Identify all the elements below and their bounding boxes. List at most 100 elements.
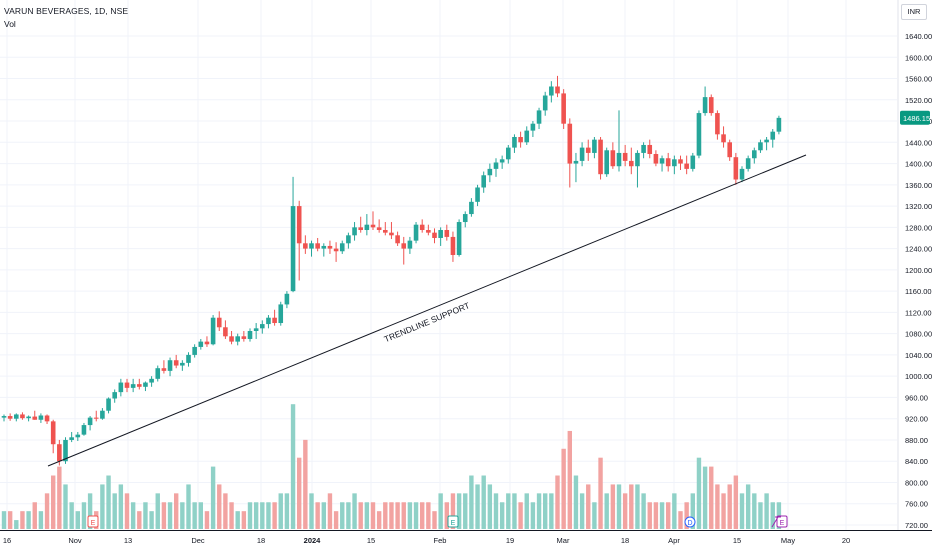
volume-bar bbox=[635, 484, 640, 529]
candle-body bbox=[739, 168, 745, 180]
candle-body bbox=[469, 201, 474, 215]
candle-body bbox=[167, 360, 173, 371]
candle-body bbox=[290, 206, 296, 292]
volume-bar bbox=[573, 475, 579, 529]
volume-bar bbox=[26, 511, 31, 529]
candle-body bbox=[333, 248, 339, 252]
candle-body bbox=[20, 414, 25, 419]
volume-bar bbox=[376, 511, 382, 529]
candle-body bbox=[161, 368, 167, 371]
volume-bar bbox=[327, 493, 333, 529]
price-tick-label: 840.00 bbox=[905, 457, 928, 466]
candle-body bbox=[499, 159, 505, 163]
volume-bar bbox=[469, 475, 474, 529]
volume-bar bbox=[260, 502, 265, 529]
price-tick-label: 1160.00 bbox=[905, 287, 932, 296]
candle-body bbox=[561, 93, 566, 124]
candle-body bbox=[124, 382, 130, 388]
price-tick-label: 1240.00 bbox=[905, 245, 932, 254]
volume-bar bbox=[407, 502, 413, 529]
volume-bar bbox=[622, 493, 628, 529]
candle-body bbox=[678, 159, 683, 164]
volume-bar bbox=[44, 493, 50, 529]
candle-body bbox=[303, 243, 308, 249]
volume-bar bbox=[75, 511, 80, 529]
time-tick-label: Feb bbox=[434, 536, 447, 545]
price-tick-label: 880.00 bbox=[905, 436, 928, 445]
candle-body bbox=[278, 304, 284, 324]
volume-bar bbox=[235, 511, 240, 529]
candle-body bbox=[395, 235, 400, 244]
volume-bar bbox=[198, 502, 203, 529]
earnings-marker bbox=[87, 515, 99, 528]
volume-bar bbox=[87, 493, 93, 529]
volume-bar bbox=[745, 484, 751, 529]
currency-button[interactable]: INR bbox=[901, 4, 927, 20]
time-tick-label: Nov bbox=[68, 536, 82, 545]
candle-body bbox=[407, 240, 413, 249]
time-tick-label: Dec bbox=[191, 536, 205, 545]
volume-bar bbox=[124, 493, 130, 529]
volume-bar bbox=[499, 502, 505, 529]
volume-bar bbox=[616, 484, 622, 529]
volume-bar bbox=[167, 502, 173, 529]
volume-bar bbox=[340, 502, 345, 529]
volume-bar bbox=[278, 493, 283, 529]
candle-body bbox=[592, 139, 597, 153]
candle-body bbox=[272, 317, 277, 324]
volume-bar bbox=[543, 493, 548, 529]
candle-body bbox=[63, 439, 68, 462]
volume-bar bbox=[321, 502, 326, 529]
candle-body bbox=[50, 421, 56, 445]
candle-body bbox=[573, 160, 579, 164]
volume-bar bbox=[174, 493, 179, 529]
volume-bar bbox=[346, 502, 351, 529]
grid-lines bbox=[0, 0, 897, 530]
time-tick-label: 2024 bbox=[304, 536, 322, 545]
candle-body bbox=[112, 392, 117, 399]
volume-bar bbox=[364, 502, 370, 529]
candle-body bbox=[481, 175, 486, 188]
volume-bar bbox=[112, 493, 117, 529]
candle-body bbox=[75, 434, 81, 438]
volume-bar bbox=[641, 493, 646, 529]
volume-bar bbox=[752, 493, 757, 529]
volume-bar bbox=[696, 457, 702, 529]
candle-body bbox=[475, 187, 480, 202]
volume-bar bbox=[63, 484, 68, 529]
volume-bar bbox=[352, 493, 357, 529]
candle-body bbox=[32, 416, 38, 420]
volume-bar bbox=[7, 511, 13, 529]
candle-body bbox=[376, 227, 382, 231]
volume-bar bbox=[592, 502, 597, 529]
time-tick-label: Apr bbox=[668, 536, 680, 545]
volume-bar bbox=[315, 502, 320, 529]
volume-bar bbox=[51, 475, 56, 529]
volume-bar bbox=[69, 502, 74, 529]
time-tick-label: May bbox=[781, 536, 795, 545]
candle-body bbox=[69, 437, 74, 440]
candle-body bbox=[130, 384, 136, 388]
candle-body bbox=[524, 130, 530, 143]
volume-bar bbox=[149, 511, 154, 529]
price-tick-label: 1120.00 bbox=[905, 308, 932, 317]
volume-bar bbox=[512, 493, 517, 529]
dividend-marker bbox=[684, 516, 696, 528]
volume-bar bbox=[629, 484, 634, 529]
volume-bar bbox=[272, 502, 277, 529]
candle-body bbox=[143, 382, 148, 387]
event-marker-label: D bbox=[687, 520, 692, 527]
price-axis: 720.00 760.00 800.00 840.00 880.00 920.00 960.… bbox=[897, 0, 932, 530]
candle-body bbox=[253, 328, 259, 331]
candle-body bbox=[346, 235, 351, 244]
price-tick-label: 760.00 bbox=[905, 500, 928, 509]
time-tick-label: 18 bbox=[257, 536, 265, 545]
volume-bar bbox=[518, 502, 523, 529]
candle-body bbox=[241, 336, 247, 339]
volume-bar bbox=[192, 502, 197, 529]
volume-bar bbox=[413, 502, 419, 529]
trendline bbox=[47, 154, 807, 467]
candle-body bbox=[487, 168, 493, 176]
